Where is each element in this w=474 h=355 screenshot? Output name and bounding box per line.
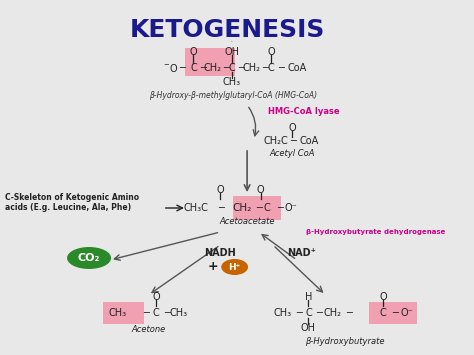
Text: Acetyl CoA: Acetyl CoA	[269, 148, 315, 158]
Text: ─: ─	[164, 308, 170, 318]
Text: KETOGENESIS: KETOGENESIS	[129, 18, 325, 42]
Text: ─: ─	[200, 63, 206, 73]
Text: $^{-}$O: $^{-}$O	[163, 62, 178, 74]
Bar	[103, 302, 144, 324]
Text: O⁻: O⁻	[401, 308, 413, 318]
Text: ─: ─	[143, 308, 148, 318]
Text: CH₂: CH₂	[233, 203, 252, 213]
Text: C: C	[264, 203, 271, 213]
Text: CH₃: CH₃	[169, 308, 187, 318]
Text: CH₂: CH₂	[204, 63, 222, 73]
Text: ─: ─	[346, 308, 352, 318]
Text: HMG-CoA lyase: HMG-CoA lyase	[268, 108, 340, 116]
Text: O: O	[379, 292, 387, 302]
Text: OH: OH	[224, 47, 239, 57]
Text: ─: ─	[392, 308, 399, 318]
Text: C: C	[380, 308, 386, 318]
Text: ─: ─	[277, 203, 283, 213]
Text: O: O	[152, 292, 160, 302]
Text: C: C	[305, 308, 312, 318]
Text: ─: ─	[296, 308, 302, 318]
Text: β-Hydroxybutyrate: β-Hydroxybutyrate	[305, 338, 384, 346]
Text: O⁻: O⁻	[285, 203, 298, 213]
Text: ─: ─	[179, 63, 185, 73]
Text: CH₃: CH₃	[273, 308, 292, 318]
Text: acids (E.g. Leucine, Ala, Phe): acids (E.g. Leucine, Ala, Phe)	[5, 203, 131, 213]
Text: C: C	[228, 63, 235, 73]
Ellipse shape	[221, 259, 248, 275]
Text: O: O	[267, 47, 275, 57]
Text: CH₃: CH₃	[109, 308, 127, 318]
Text: ─: ─	[316, 308, 322, 318]
Text: β-Hydroxy-β-methylglutaryl-CoA (HMG-CoA): β-Hydroxy-β-methylglutaryl-CoA (HMG-CoA)	[149, 91, 317, 99]
Text: Acetone: Acetone	[131, 326, 165, 334]
Text: H⁺: H⁺	[228, 262, 241, 272]
Text: CH₂: CH₂	[243, 63, 261, 73]
Text: ─: ─	[223, 63, 229, 73]
Text: ─: ─	[278, 63, 283, 73]
Text: OH: OH	[301, 323, 316, 333]
Bar	[233, 196, 281, 220]
Text: CO₂: CO₂	[78, 253, 100, 263]
Text: ·: ·	[230, 37, 234, 47]
Bar	[185, 48, 235, 76]
Text: CoA: CoA	[300, 136, 319, 146]
Text: ─: ─	[238, 63, 244, 73]
Text: O: O	[190, 47, 197, 57]
Text: O: O	[257, 185, 264, 195]
Text: CH₃: CH₃	[223, 77, 241, 87]
Text: +: +	[207, 261, 218, 273]
Text: NAD⁺: NAD⁺	[287, 248, 316, 258]
Text: NADH: NADH	[204, 248, 236, 258]
Ellipse shape	[67, 247, 111, 269]
Text: C-Skeleton of Ketogenic Amino: C-Skeleton of Ketogenic Amino	[5, 193, 139, 202]
Text: CH₂C: CH₂C	[264, 136, 288, 146]
Text: ─: ─	[290, 136, 296, 146]
Text: ─: ─	[219, 203, 224, 213]
Text: ─: ─	[255, 203, 262, 213]
Text: CoA: CoA	[287, 63, 307, 73]
Text: CH₂: CH₂	[323, 308, 341, 318]
Text: C: C	[190, 63, 197, 73]
Text: β-Hydroxybutyrate dehydrogenase: β-Hydroxybutyrate dehydrogenase	[307, 229, 446, 235]
Text: ─: ─	[263, 63, 268, 73]
Text: CH₃C: CH₃C	[184, 203, 209, 213]
Text: Acetoacetate: Acetoacetate	[219, 218, 275, 226]
Text: C: C	[268, 63, 274, 73]
Text: H: H	[305, 292, 312, 302]
Bar	[369, 302, 417, 324]
Text: O: O	[217, 185, 224, 195]
Text: C: C	[153, 308, 159, 318]
Text: O: O	[288, 123, 296, 133]
